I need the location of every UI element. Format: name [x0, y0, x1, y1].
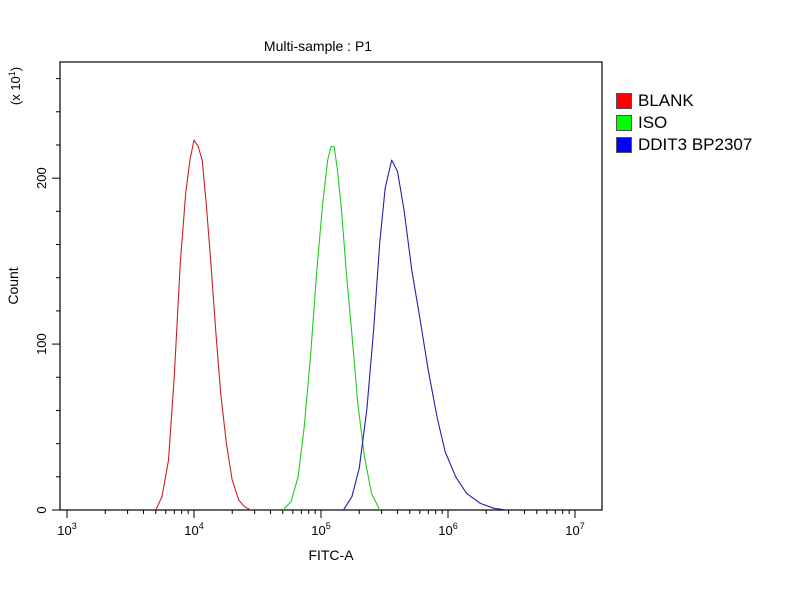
- y-tick-label: 100: [34, 333, 49, 355]
- legend-item-ddit3: DDIT3 BP2307: [616, 134, 752, 156]
- x-axis-label: FITC-A: [308, 547, 354, 563]
- x-tick-label: 106: [438, 521, 457, 538]
- legend-item-iso: ISO: [616, 112, 752, 134]
- y-multiplier: (x 101): [7, 67, 23, 105]
- legend-item-blank: BLANK: [616, 90, 752, 112]
- legend-label-ddit3: DDIT3 BP2307: [638, 135, 753, 154]
- x-tick-label: 104: [184, 521, 203, 538]
- y-axis-label: Count: [5, 267, 21, 304]
- series-layer: [155, 139, 507, 511]
- chart-title: Multi-sample : P1: [264, 38, 372, 54]
- legend-swatch-ddit3: [616, 137, 632, 153]
- x-tick-label: 105: [311, 521, 330, 538]
- legend-swatch-blank: [616, 93, 632, 109]
- x-tick-label: 103: [57, 521, 76, 538]
- axis-ticks: 103 104 105 106 107 0 100 200: [34, 78, 585, 538]
- series-line-iso: [282, 145, 381, 511]
- series-line-blank: [155, 139, 252, 511]
- legend-label-blank: BLANK: [638, 91, 694, 110]
- x-tick-label: 107: [565, 521, 584, 538]
- y-tick-label: 200: [34, 167, 49, 189]
- legend-label-iso: ISO: [638, 113, 668, 132]
- legend: BLANK ISO DDIT3 BP2307: [616, 90, 752, 156]
- series-line-ddit3-bp2307: [342, 159, 507, 511]
- legend-swatch-iso: [616, 115, 632, 131]
- y-multiplier-label: (x 101): [7, 67, 23, 105]
- plot-area: [59, 61, 603, 511]
- y-tick-label: 0: [34, 506, 49, 513]
